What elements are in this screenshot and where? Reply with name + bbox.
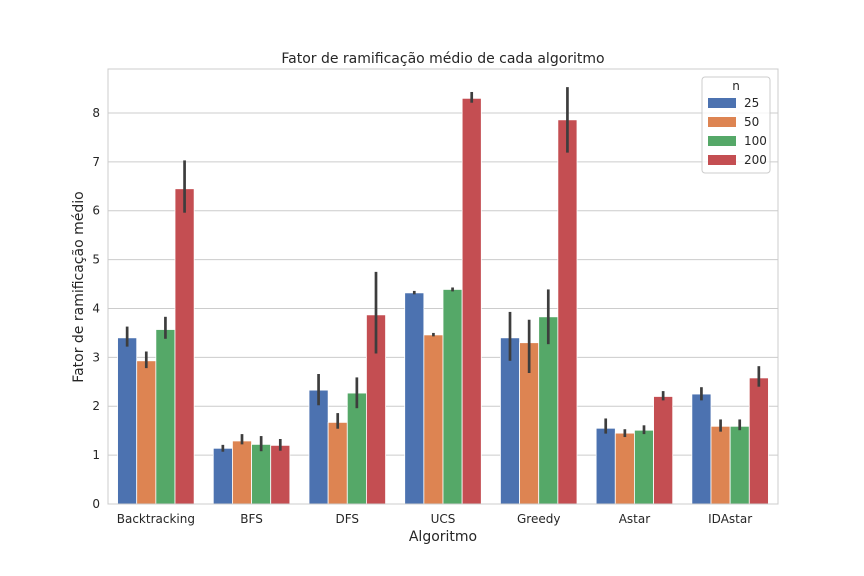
bar-25-idastar: [691, 393, 712, 505]
legend-label-100: 100: [744, 134, 767, 148]
bar-50-bfs: [232, 440, 252, 505]
legend-swatch-50: [708, 117, 736, 127]
y-tick-label: 6: [92, 204, 100, 218]
y-tick-label: 5: [92, 253, 100, 267]
bar-50-ucs: [423, 334, 444, 505]
legend-swatch-100: [708, 136, 736, 146]
bars: [117, 97, 769, 505]
bar-100-backtracking: [155, 329, 176, 505]
legend-label-200: 200: [744, 153, 767, 167]
x-tick-label: DFS: [336, 512, 360, 526]
bar-200-greedy: [557, 119, 578, 505]
x-tick-label: UCS: [431, 512, 456, 526]
legend-title: n: [732, 79, 740, 93]
y-tick-label: 2: [92, 399, 100, 413]
x-tick-label: IDAstar: [708, 512, 752, 526]
chart-title: Fator de ramificação médio de cada algor…: [281, 51, 604, 67]
y-tick-labels: 0 1 2 3 4 5 6 7 8: [92, 106, 100, 511]
x-tick-label: Backtracking: [117, 512, 195, 526]
bar-200-bfs: [270, 444, 291, 505]
legend-swatch-200: [708, 155, 736, 165]
x-tick-label: Astar: [619, 512, 651, 526]
bar-100-astar: [634, 429, 654, 505]
legend-swatch-25: [708, 98, 736, 108]
error-bars: [125, 87, 761, 452]
x-tick-label: Greedy: [517, 512, 560, 526]
bar-100-ucs: [442, 289, 463, 505]
bar-200-astar: [653, 396, 674, 505]
bar-25-bfs: [212, 447, 233, 505]
bar-25-backtracking: [117, 337, 138, 505]
x-axis-title: Algoritmo: [409, 529, 477, 545]
bar-100-idastar: [729, 425, 750, 505]
y-tick-label: 4: [92, 301, 100, 315]
bar-50-dfs: [327, 421, 348, 505]
y-tick-label: 0: [92, 497, 100, 511]
bar-200-ucs: [461, 97, 482, 505]
bar-200-idastar: [748, 377, 769, 505]
bar-25-dfs: [308, 389, 329, 505]
legend-items: 25 50 100 200: [708, 96, 767, 167]
bar-25-astar: [595, 427, 616, 505]
bar-50-idastar: [710, 425, 731, 505]
legend-label-25: 25: [744, 96, 759, 110]
bar-100-dfs: [346, 392, 367, 505]
x-tick-label: BFS: [240, 512, 263, 526]
bar-50-backtracking: [136, 360, 157, 505]
y-axis-title: Fator de ramificação médio: [71, 191, 87, 382]
bar-25-greedy: [500, 337, 520, 505]
y-tick-label: 3: [92, 350, 100, 364]
bar-200-backtracking: [174, 188, 195, 505]
x-tick-labels: Backtracking BFS DFS UCS Greedy Astar IDAstar: [117, 512, 752, 526]
y-tick-label: 1: [92, 448, 100, 462]
bar-25-ucs: [404, 292, 425, 505]
plot-frame: [107, 68, 779, 505]
y-tick-label: 7: [92, 155, 100, 169]
legend: n 25 50 100 200: [701, 76, 771, 174]
bar-100-bfs: [251, 443, 272, 505]
bar-100-greedy: [538, 316, 559, 505]
bar-50-astar: [614, 432, 635, 505]
y-tick-label: 8: [92, 106, 100, 120]
legend-label-50: 50: [744, 115, 759, 129]
